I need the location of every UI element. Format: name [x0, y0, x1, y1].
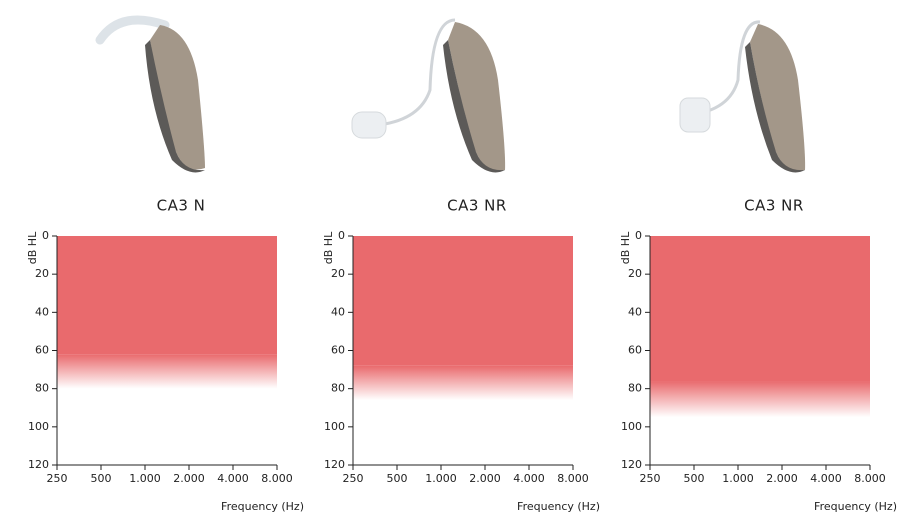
x-tick-label: 250	[343, 472, 364, 485]
y-tick-label: 0	[635, 229, 642, 242]
y-axis-label: dB HL	[322, 231, 335, 264]
y-tick-label: 40	[35, 305, 49, 318]
y-tick-label: 80	[628, 382, 642, 395]
x-tick-label: 2.000	[766, 472, 798, 485]
x-tick-label: 1.000	[722, 472, 754, 485]
x-tick-label: 4.000	[513, 472, 545, 485]
x-tick-label: 250	[640, 472, 661, 485]
y-axis-label: dB HL	[26, 231, 39, 264]
x-tick-label: 4.000	[810, 472, 842, 485]
x-tick-label: 500	[684, 472, 705, 485]
x-tick-label: 8.000	[557, 472, 589, 485]
chart-title: CA3 NR	[744, 197, 804, 215]
y-tick-label: 60	[331, 344, 345, 357]
y-axis-label: dB HL	[619, 231, 632, 264]
y-tick-label: 60	[35, 344, 49, 357]
y-tick-label: 20	[628, 267, 642, 280]
x-tick-label: 8.000	[261, 472, 293, 485]
device-image	[95, 15, 205, 173]
x-tick-label: 8.000	[854, 472, 886, 485]
device-image	[679, 20, 806, 173]
x-tick-label: 1.000	[129, 472, 161, 485]
x-tick-label: 4.000	[217, 472, 249, 485]
y-tick-label: 20	[35, 267, 49, 280]
x-tick-label: 2.000	[469, 472, 501, 485]
x-tick-label: 500	[91, 472, 112, 485]
x-tick-label: 500	[387, 472, 408, 485]
x-tick-label: 250	[47, 472, 68, 485]
y-tick-label: 100	[28, 420, 49, 433]
x-axis-label: Frequency (Hz)	[221, 500, 304, 513]
y-tick-label: 100	[324, 420, 345, 433]
range-fade	[57, 354, 277, 389]
y-tick-label: 40	[628, 305, 642, 318]
y-tick-label: 120	[621, 458, 642, 471]
y-tick-label: 80	[35, 382, 49, 395]
range-fade	[650, 381, 870, 418]
y-tick-label: 100	[621, 420, 642, 433]
device-image	[351, 18, 506, 173]
x-axis-label: Frequency (Hz)	[517, 500, 600, 513]
y-tick-label: 40	[331, 305, 345, 318]
y-tick-label: 0	[338, 229, 345, 242]
y-tick-label: 20	[331, 267, 345, 280]
range-band	[353, 236, 573, 366]
range-band	[57, 236, 277, 355]
x-tick-label: 2.000	[173, 472, 205, 485]
y-tick-label: 60	[628, 344, 642, 357]
chart-title: CA3 NR	[447, 197, 507, 215]
x-axis-label: Frequency (Hz)	[814, 500, 897, 513]
range-fade	[353, 365, 573, 401]
y-tick-label: 120	[28, 458, 49, 471]
y-tick-label: 120	[324, 458, 345, 471]
range-band	[650, 236, 870, 382]
chart-title: CA3 N	[157, 197, 206, 215]
y-tick-label: 80	[331, 382, 345, 395]
x-tick-label: 1.000	[425, 472, 457, 485]
y-tick-label: 0	[42, 229, 49, 242]
